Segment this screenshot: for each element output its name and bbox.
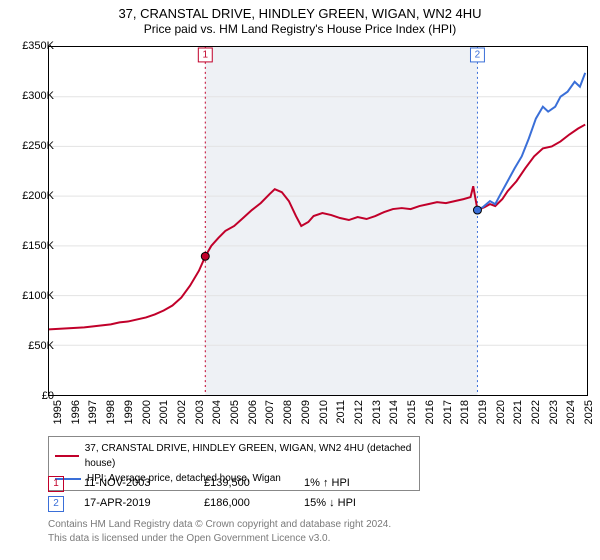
- transaction-date: 11-NOV-2003: [84, 474, 184, 494]
- x-axis-tick-label: 2013: [371, 400, 383, 424]
- x-axis-tick-label: 1996: [70, 400, 82, 424]
- chart-title-line1: 37, CRANSTAL DRIVE, HINDLEY GREEN, WIGAN…: [0, 6, 600, 22]
- transaction-flag-num: 2: [53, 495, 59, 513]
- x-axis-tick-label: 1997: [87, 400, 99, 424]
- x-axis-tick-label: 2023: [548, 400, 560, 424]
- x-axis-tick-label: 2015: [406, 400, 418, 424]
- x-axis-tick-label: 2005: [229, 400, 241, 424]
- y-axis-tick-label: £350K: [22, 40, 54, 52]
- y-axis-tick-label: £50K: [28, 340, 54, 352]
- price-chart: 12: [48, 46, 588, 396]
- x-axis-tick-label: 2004: [211, 400, 223, 424]
- chart-title-line2: Price paid vs. HM Land Registry's House …: [0, 22, 600, 37]
- transaction-date: 17-APR-2019: [84, 494, 184, 514]
- x-axis-tick-label: 2010: [318, 400, 330, 424]
- x-axis-tick-label: 1998: [105, 400, 117, 424]
- x-axis-tick-label: 1999: [123, 400, 135, 424]
- x-axis-tick-label: 2006: [247, 400, 259, 424]
- y-axis-tick-label: £250K: [22, 140, 54, 152]
- footnote-line1: Contains HM Land Registry data © Crown c…: [48, 518, 391, 532]
- y-axis-tick-label: £300K: [22, 90, 54, 102]
- legend-item: 37, CRANSTAL DRIVE, HINDLEY GREEN, WIGAN…: [55, 441, 413, 471]
- transaction-pct: 1% ↑ HPI: [304, 474, 414, 494]
- x-axis-tick-label: 2012: [353, 400, 365, 424]
- x-axis-tick-label: 2001: [158, 400, 170, 424]
- transaction-price: £139,500: [204, 474, 284, 494]
- transaction-row: 1 11-NOV-2003 £139,500 1% ↑ HPI: [48, 474, 414, 494]
- plot-area: 12: [48, 46, 588, 396]
- x-axis-tick-label: 2018: [459, 400, 471, 424]
- x-axis-tick-label: 2021: [512, 400, 524, 424]
- x-axis-tick-label: 2017: [442, 400, 454, 424]
- chart-title-block: 37, CRANSTAL DRIVE, HINDLEY GREEN, WIGAN…: [0, 0, 600, 37]
- x-axis-tick-label: 2016: [424, 400, 436, 424]
- transaction-flag: 1: [48, 476, 64, 492]
- x-axis-tick-label: 2014: [388, 400, 400, 424]
- legend-swatch: [55, 455, 79, 457]
- transaction-flag-num: 1: [53, 475, 59, 493]
- y-axis-tick-label: £200K: [22, 190, 54, 202]
- svg-text:2: 2: [475, 49, 481, 60]
- x-axis-tick-label: 2019: [477, 400, 489, 424]
- y-axis-tick-label: £150K: [22, 240, 54, 252]
- y-axis-tick-label: £100K: [22, 290, 54, 302]
- svg-text:1: 1: [203, 49, 209, 60]
- transaction-row: 2 17-APR-2019 £186,000 15% ↓ HPI: [48, 494, 414, 514]
- footnote-line2: This data is licensed under the Open Gov…: [48, 532, 391, 546]
- x-axis-tick-label: 2000: [141, 400, 153, 424]
- x-axis-tick-label: 2025: [583, 400, 595, 424]
- x-axis-tick-label: 1995: [52, 400, 64, 424]
- x-axis-tick-label: 2020: [495, 400, 507, 424]
- x-axis-tick-label: 2009: [300, 400, 312, 424]
- transaction-pct: 15% ↓ HPI: [304, 494, 414, 514]
- x-axis-tick-label: 2008: [282, 400, 294, 424]
- x-axis-tick-label: 2022: [530, 400, 542, 424]
- x-axis-tick-label: 2011: [335, 400, 347, 424]
- x-axis-tick-label: 2003: [194, 400, 206, 424]
- x-axis-tick-label: 2002: [176, 400, 188, 424]
- footnote: Contains HM Land Registry data © Crown c…: [48, 518, 391, 545]
- transaction-price: £186,000: [204, 494, 284, 514]
- x-axis-tick-label: 2007: [264, 400, 276, 424]
- transactions-table: 1 11-NOV-2003 £139,500 1% ↑ HPI 2 17-APR…: [48, 474, 414, 514]
- x-axis-tick-label: 2024: [565, 400, 577, 424]
- transaction-flag: 2: [48, 496, 64, 512]
- legend-label: 37, CRANSTAL DRIVE, HINDLEY GREEN, WIGAN…: [85, 441, 413, 471]
